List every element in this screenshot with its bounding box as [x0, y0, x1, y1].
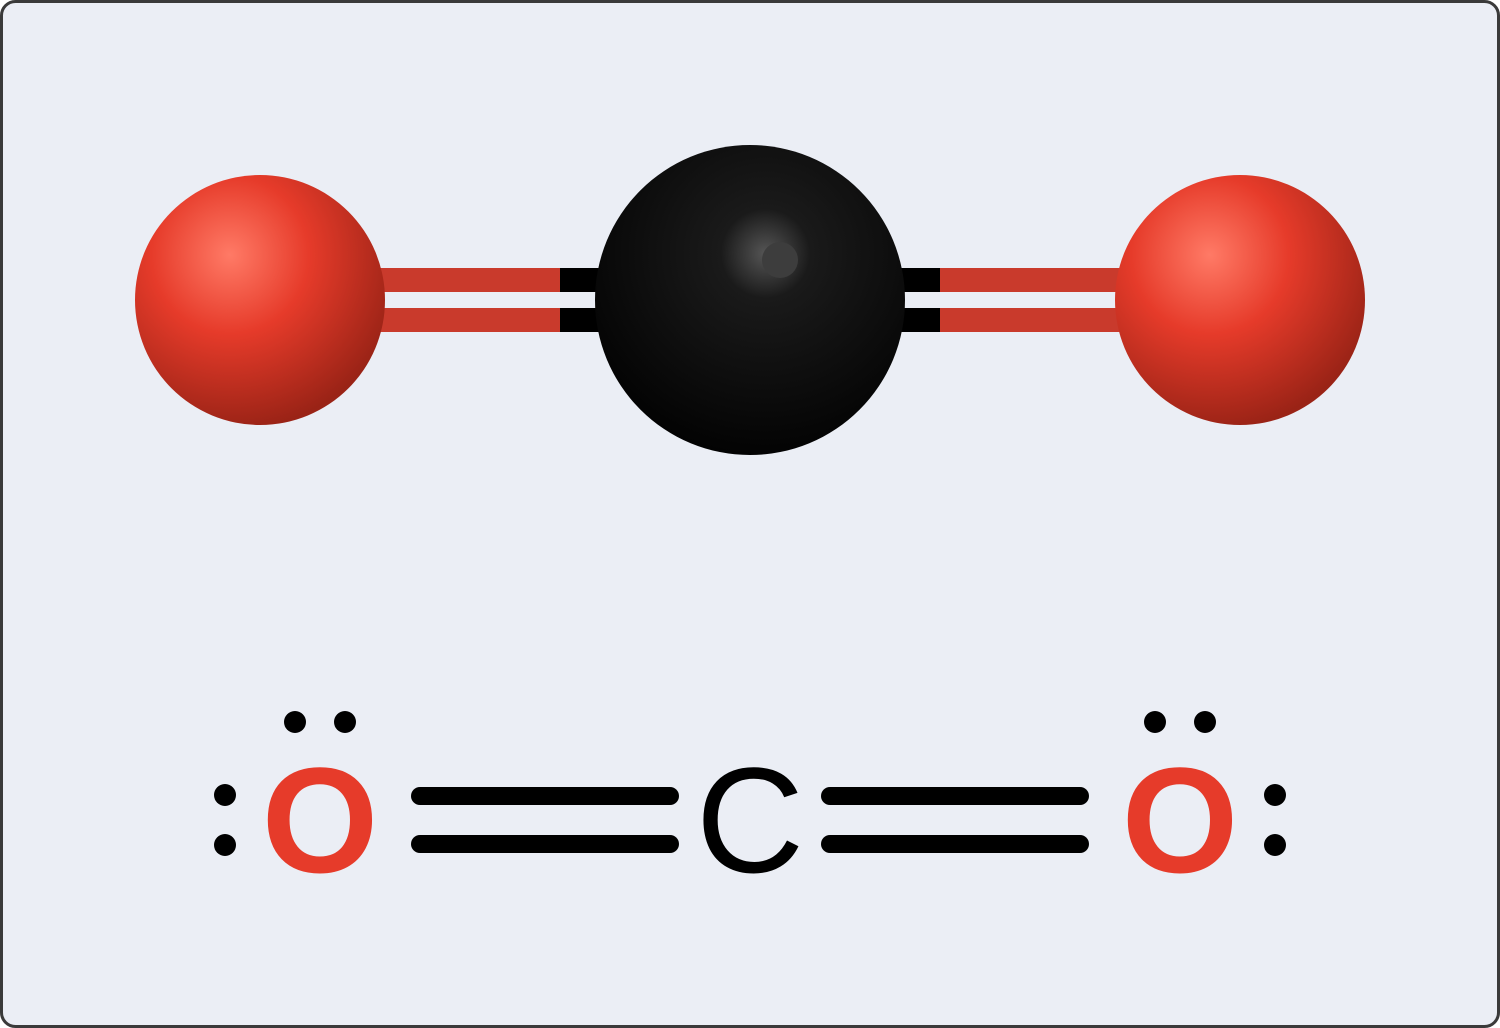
diagram-canvas: OCO — [0, 0, 1500, 1028]
molecule-svg: OCO — [0, 0, 1500, 1028]
atom-c — [595, 145, 905, 455]
lone-pair-dot — [1264, 834, 1286, 856]
atom-highlight — [762, 242, 798, 278]
lone-pair-dot — [334, 711, 356, 733]
lone-pair-dot — [284, 711, 306, 733]
lone-pair-dot — [214, 784, 236, 806]
atom-o — [1115, 175, 1365, 425]
lone-pair-dot — [1144, 711, 1166, 733]
lone-pair-dot — [214, 834, 236, 856]
lewis-atom-label: C — [696, 736, 804, 904]
lewis-structure: OCO — [214, 711, 1286, 904]
lewis-atom-label: O — [1122, 736, 1239, 904]
lone-pair-dot — [1264, 784, 1286, 806]
lewis-atom-label: O — [262, 736, 379, 904]
atom-o — [135, 175, 385, 425]
lone-pair-dot — [1194, 711, 1216, 733]
ball-and-stick-model — [135, 145, 1365, 455]
